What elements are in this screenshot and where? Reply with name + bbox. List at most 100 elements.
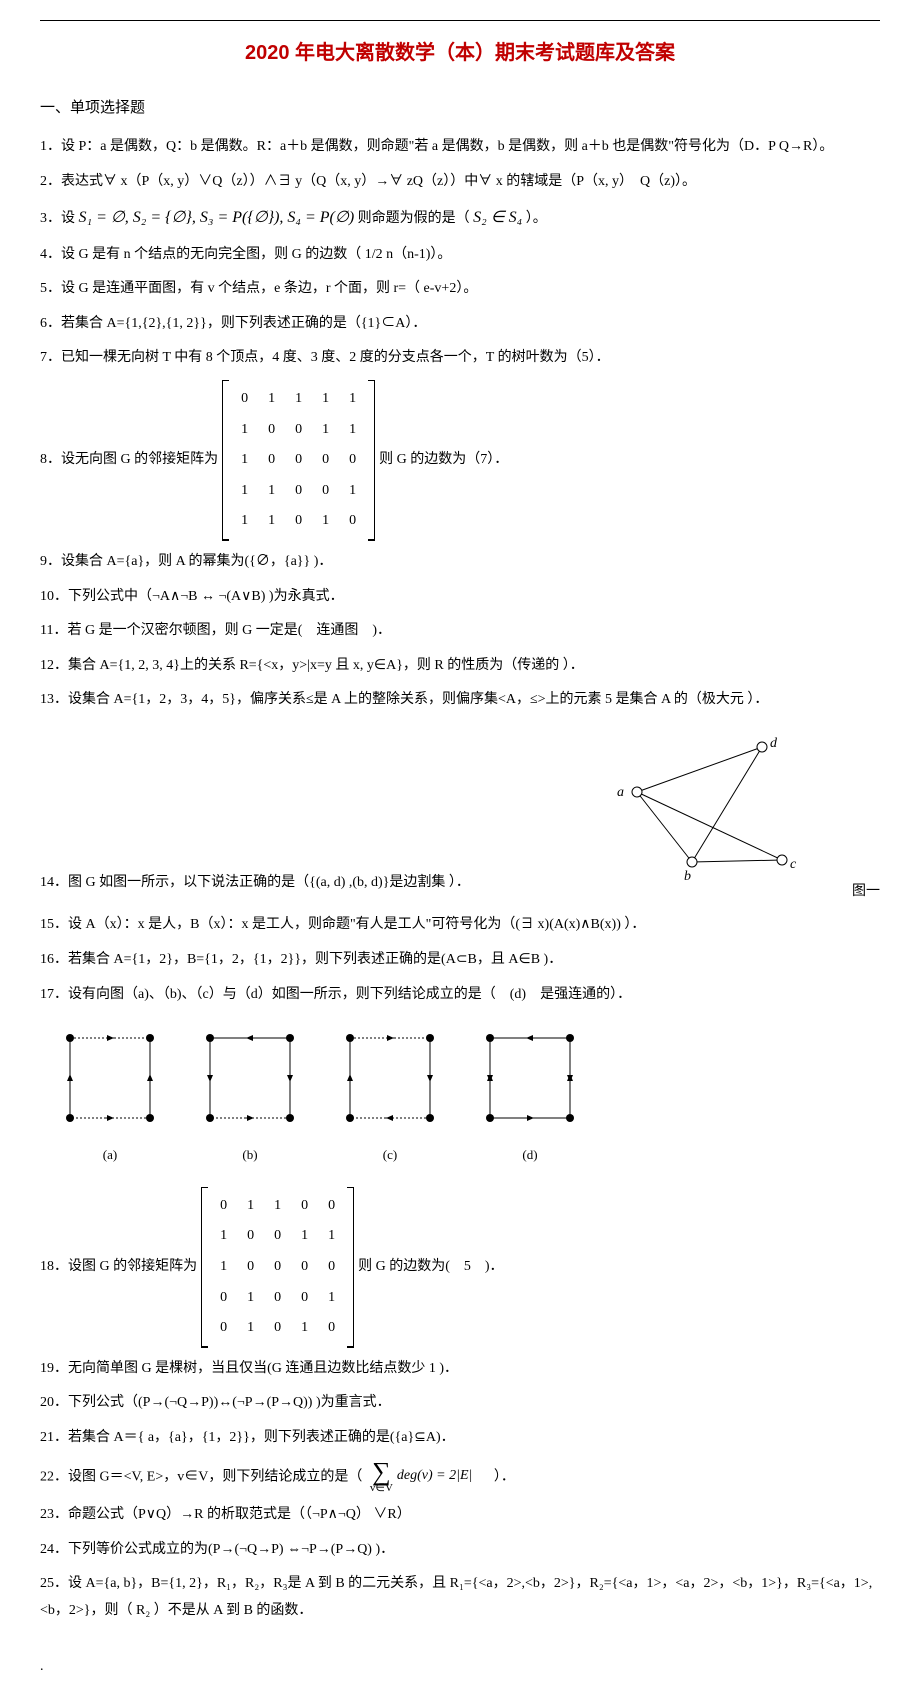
question-14: 14．图 G 如图一所示，以下说法正确的是（{(a, d) ,(b, d)}是边… — [40, 870, 592, 897]
question-25: 25．设 A={a, b}，B={1, 2}，R₁，R₂，R₃是 A 到 B 的… — [40, 1571, 880, 1624]
small-graph: (d) — [480, 1028, 580, 1167]
graph-q14-svg: a b c d — [612, 732, 812, 887]
graph-label: (d) — [480, 1143, 580, 1166]
matrix-cell: 0 — [285, 445, 312, 476]
matrix-cell: 0 — [318, 1252, 345, 1283]
svg-text:d: d — [770, 736, 778, 751]
question-22: 22．设图 G＝<V, E>，v∈V，则下列结论成立的是（ ∑ v∈V deg(… — [40, 1460, 880, 1494]
matrix-cell: 0 — [210, 1313, 237, 1344]
q3-mid: 则命题为假的是（ — [358, 211, 470, 226]
matrix-cell: 0 — [285, 415, 312, 446]
matrix-cell: 1 — [237, 1191, 264, 1222]
question-15: 15．设 A（x）：x 是人，B（x）：x 是工人，则命题"有人是工人"可符号化… — [40, 912, 880, 939]
question-16: 16．若集合 A={1，2}，B={1，2，{1，2}}，则下列表述正确的是(A… — [40, 947, 880, 974]
q22-pre: 22．设图 G＝<V, E>，v∈V，则下列结论成立的是（ — [40, 1469, 362, 1484]
question-19: 19．无向简单图 G 是棵树，当且仅当(G 连通且边数比结点数少 1 )． — [40, 1356, 880, 1383]
matrix-cell: 1 — [318, 1221, 345, 1252]
sum-formula: ∑ v∈V deg(v) = 2|E| — [370, 1460, 472, 1494]
sum-body: deg(v) = 2|E| — [397, 1463, 472, 1490]
small-graph: (c) — [340, 1028, 440, 1167]
section-heading: 一、单项选择题 — [40, 95, 880, 122]
graph-figure-1: a b c d — [612, 732, 812, 896]
question-8: 8．设无向图 G 的邻接矩阵为 011111001110000110011101… — [40, 380, 880, 541]
matrix-cell: 0 — [237, 1221, 264, 1252]
matrix-cell: 1 — [312, 415, 339, 446]
sum-bottom: v∈V — [370, 1483, 393, 1494]
matrix-cell: 0 — [312, 476, 339, 507]
four-graphs-row: (a) (b) (c) (d) — [40, 1028, 880, 1167]
matrix-cell: 1 — [285, 384, 312, 415]
matrix-cell: 1 — [339, 384, 366, 415]
question-10: 10．下列公式中（¬A∧¬B ↔ ¬(A∨B) )为永真式． — [40, 584, 880, 611]
matrix-cell: 0 — [285, 476, 312, 507]
svg-text:b: b — [684, 869, 691, 884]
q18-post: 则 G 的边数为( 5 )． — [358, 1254, 503, 1281]
graph-label: (a) — [60, 1143, 160, 1166]
matrix-cell: 0 — [258, 445, 285, 476]
matrix-cell: 0 — [231, 384, 258, 415]
matrix-cell: 1 — [231, 445, 258, 476]
question-13: 13．设集合 A={1，2，3，4，5}，偏序关系≤是 A 上的整除关系，则偏序… — [40, 687, 880, 714]
q8-pre: 8．设无向图 G 的邻接矩阵为 — [40, 447, 218, 474]
question-9: 9．设集合 A={a}，则 A 的幂集为({∅，{a}} )． — [40, 549, 880, 576]
matrix-cell: 1 — [258, 506, 285, 537]
matrix-cell: 0 — [258, 415, 285, 446]
matrix-cell: 1 — [237, 1313, 264, 1344]
matrix-cell: 1 — [231, 476, 258, 507]
matrix-cell: 0 — [339, 445, 366, 476]
question-17: 17．设有向图（a)、（b)、（c）与（d）如图一所示，则下列结论成立的是（ (… — [40, 982, 880, 1009]
figure-1-label: 图一 — [852, 879, 880, 904]
question-21: 21．若集合 A＝{ a，{a}，{1，2}}，则下列表述正确的是({a}⊆A)… — [40, 1425, 880, 1452]
matrix-cell: 0 — [285, 506, 312, 537]
q3-formula: S₁ = ∅, S₂ = {∅}, S₃ = P({∅}), S₄ = P(∅) — [79, 209, 355, 226]
question-24: 24．下列等价公式成立的为(P→(¬Q→P) ⇔¬P→(P→Q) )． — [40, 1537, 880, 1564]
matrix-cell: 0 — [318, 1191, 345, 1222]
matrix-cell: 0 — [210, 1191, 237, 1222]
question-3: 3．设 S₁ = ∅, S₂ = {∅}, S₃ = P({∅}), S₄ = … — [40, 203, 880, 233]
matrix-cell: 0 — [291, 1252, 318, 1283]
footer-dot: . — [40, 1654, 880, 1679]
question-2: 2．表达式∀ x（P（x, y）∨Q（z））∧∃ y（Q（x, y）→∀ zQ（… — [40, 169, 880, 196]
svg-text:c: c — [790, 857, 797, 872]
question-6: 6．若集合 A={1,{2},{1, 2}}，则下列表述正确的是（{1}⊂A）． — [40, 311, 880, 338]
matrix-cell: 0 — [264, 1313, 291, 1344]
small-graph: (a) — [60, 1028, 160, 1167]
q22-post: ）． — [480, 1469, 515, 1484]
question-11: 11．若 G 是一个汉密尔顿图，则 G 一定是( 连通图 )． — [40, 618, 880, 645]
matrix-cell: 1 — [339, 476, 366, 507]
matrix-cell: 0 — [312, 445, 339, 476]
question-12: 12．集合 A={1, 2, 3, 4}上的关系 R={<x，y>|x=y 且 … — [40, 653, 880, 680]
matrix-cell: 0 — [264, 1283, 291, 1314]
matrix-cell: 1 — [312, 384, 339, 415]
matrix-cell: 1 — [291, 1221, 318, 1252]
q8-matrix: 0111110011100001100111010 — [222, 380, 375, 541]
graph-label: (c) — [340, 1143, 440, 1166]
matrix-cell: 1 — [339, 415, 366, 446]
matrix-cell: 0 — [318, 1313, 345, 1344]
matrix-cell: 0 — [291, 1283, 318, 1314]
q3-pre: 3．设 — [40, 211, 79, 226]
question-4: 4．设 G 是有 n 个结点的无向完全图，则 G 的边数（ 1/2 n（n-1)… — [40, 242, 880, 269]
matrix-cell: 1 — [312, 506, 339, 537]
question-14-row: 14．图 G 如图一所示，以下说法正确的是（{(a, d) ,(b, d)}是边… — [40, 722, 880, 905]
matrix-cell: 0 — [264, 1252, 291, 1283]
matrix-cell: 0 — [291, 1191, 318, 1222]
question-1: 1．设 P：a 是偶数，Q：b 是偶数。R：a＋b 是偶数，则命题"若 a 是偶… — [40, 134, 880, 161]
question-20: 20．下列公式（(P→(¬Q→P))↔(¬P→(P→Q)) )为重言式． — [40, 1390, 880, 1417]
matrix-cell: 1 — [258, 384, 285, 415]
matrix-cell: 0 — [237, 1252, 264, 1283]
matrix-cell: 1 — [231, 415, 258, 446]
svg-text:a: a — [617, 785, 624, 800]
page-title: 2020 年电大离散数学（本）期末考试题库及答案 — [40, 35, 880, 71]
question-7: 7．已知一棵无向树 T 中有 8 个顶点，4 度、3 度、2 度的分支点各一个，… — [40, 345, 880, 372]
matrix-cell: 1 — [264, 1191, 291, 1222]
matrix-cell: 0 — [264, 1221, 291, 1252]
matrix-cell: 1 — [210, 1221, 237, 1252]
question-18: 18．设图 G 的邻接矩阵为 0110010011100000100101010… — [40, 1187, 880, 1348]
q3-post: ）。 — [526, 211, 547, 226]
q3-formula2: S₂ ∈ S₄ — [473, 209, 522, 226]
q18-matrix: 0110010011100000100101010 — [201, 1187, 354, 1348]
matrix-cell: 1 — [291, 1313, 318, 1344]
graph-label: (b) — [200, 1143, 300, 1166]
sigma-icon: ∑ — [372, 1460, 391, 1483]
